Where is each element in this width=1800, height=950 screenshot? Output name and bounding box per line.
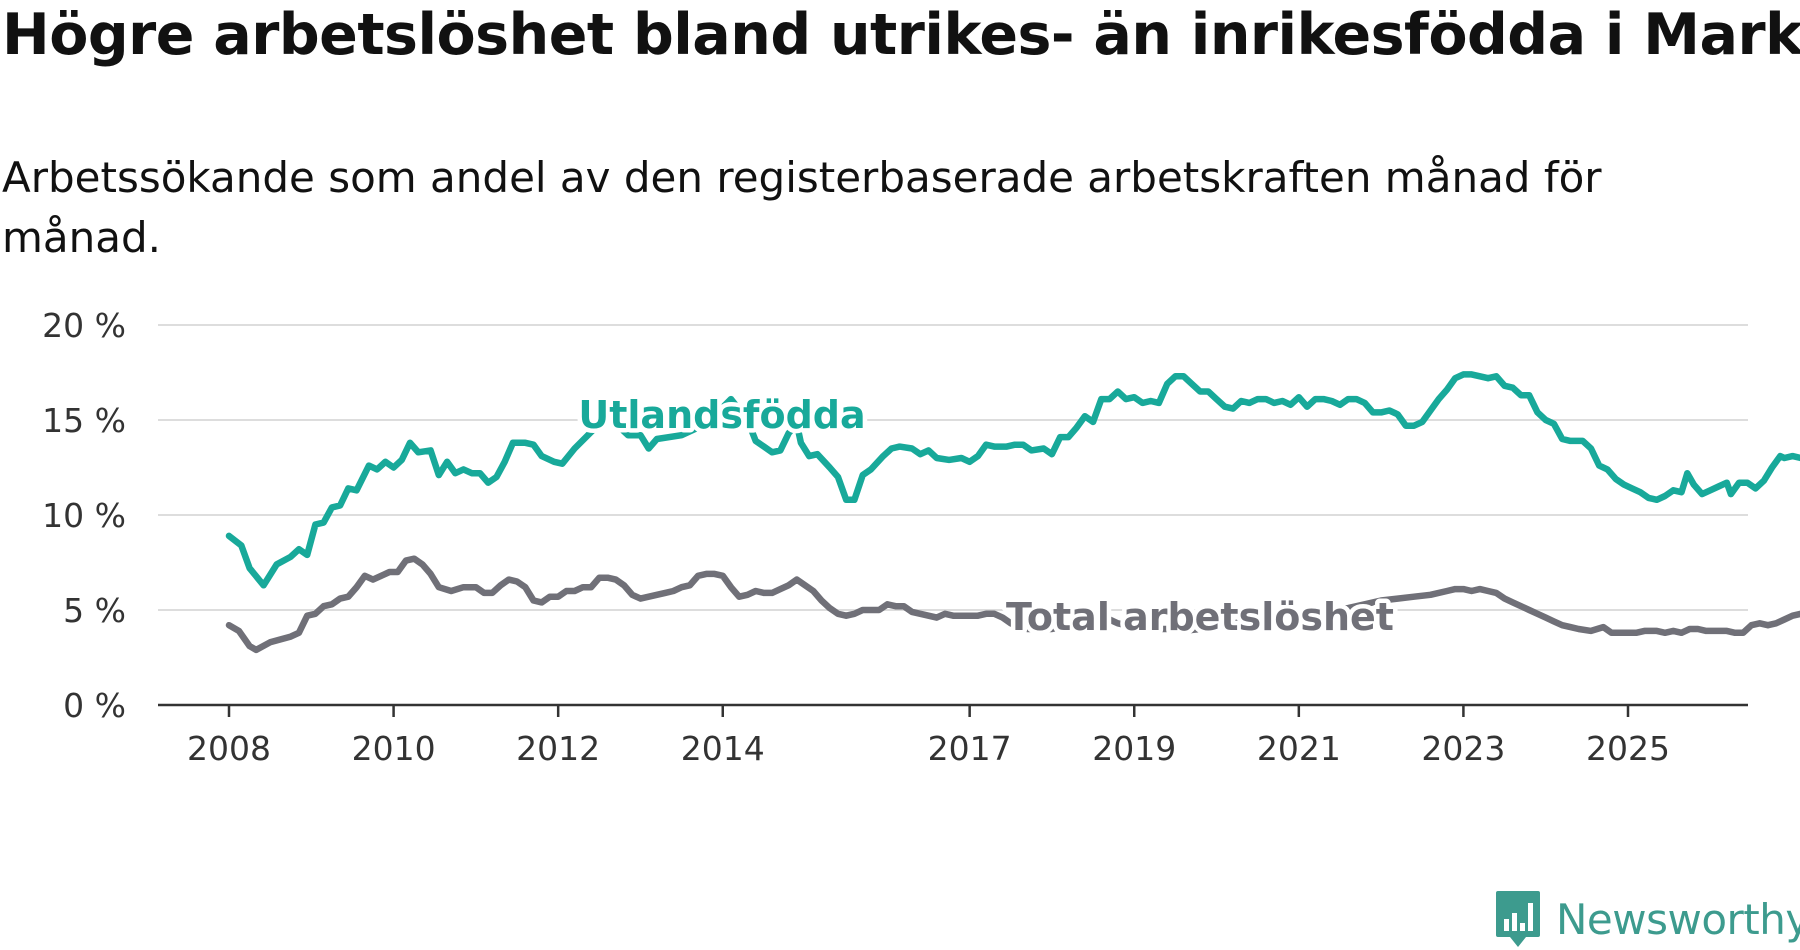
series-lines bbox=[225, 371, 1800, 654]
chart-title: Högre arbetslöshet bland utrikes- än inr… bbox=[2, 2, 1800, 68]
x-tick-label: 2023 bbox=[1421, 729, 1505, 768]
x-tick-label: 2012 bbox=[516, 729, 600, 768]
x-tick-label: 2021 bbox=[1257, 729, 1341, 768]
y-tick-label: 15 % bbox=[42, 401, 126, 440]
series-line-total bbox=[225, 555, 1800, 654]
x-tick-label: 2019 bbox=[1092, 729, 1176, 768]
series-label-total: Total arbetslöshet bbox=[1006, 595, 1394, 639]
x-tick-label: 2008 bbox=[187, 729, 271, 768]
y-tick-label: 20 % bbox=[42, 306, 126, 345]
newsworthy-logo: Newsworthy bbox=[1494, 888, 1800, 950]
x-tick-label: 2010 bbox=[352, 729, 436, 768]
y-tick-label: 0 % bbox=[63, 686, 126, 725]
x-tick-label: 2017 bbox=[928, 729, 1012, 768]
series-line-utlandsfodda bbox=[225, 371, 1800, 589]
x-tick-label: 2025 bbox=[1586, 729, 1670, 768]
brand-name: Newsworthy bbox=[1556, 894, 1800, 944]
y-tick-label: 5 % bbox=[63, 591, 126, 630]
x-axis bbox=[158, 703, 1748, 717]
chart-labels: 0 % 5 % 10 % 15 % 20 % 2008 2010 2012 2014 2017 20… bbox=[42, 306, 1670, 768]
series-label-utlandsfodda: Utlandsfödda bbox=[578, 393, 865, 437]
grid-lines bbox=[158, 324, 1748, 611]
chart-subtitle: Arbetssökande som andel av den registerb… bbox=[2, 153, 1602, 262]
x-tick-label: 2014 bbox=[681, 729, 765, 768]
y-tick-label: 10 % bbox=[42, 496, 126, 535]
bar-chart-speech-bubble-icon bbox=[1496, 891, 1540, 947]
